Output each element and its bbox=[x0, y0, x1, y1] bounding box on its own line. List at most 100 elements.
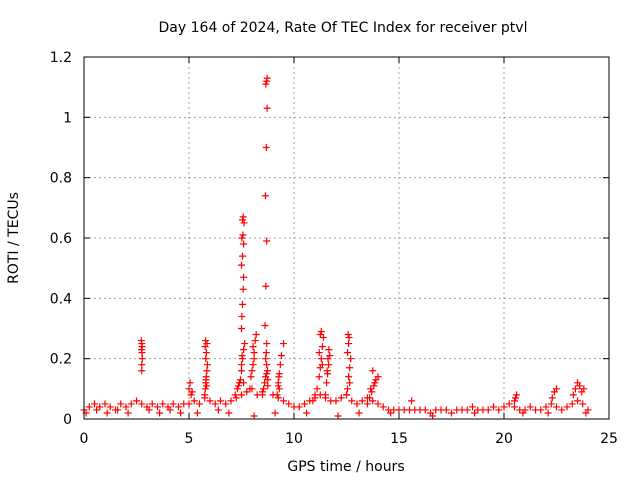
y-tick-label: 1 bbox=[63, 110, 72, 126]
data-point bbox=[319, 334, 327, 342]
data-point bbox=[106, 403, 114, 411]
y-tick-label: 0.6 bbox=[50, 231, 72, 247]
data-point bbox=[316, 331, 324, 339]
data-point bbox=[358, 397, 366, 405]
data-point bbox=[484, 406, 492, 414]
data-point bbox=[469, 403, 476, 411]
data-point bbox=[325, 361, 333, 369]
data-point bbox=[222, 400, 230, 408]
data-point bbox=[264, 376, 272, 384]
data-point bbox=[217, 397, 224, 405]
data-point bbox=[250, 355, 258, 363]
data-point bbox=[236, 376, 244, 384]
data-point bbox=[252, 331, 260, 339]
data-point bbox=[274, 379, 282, 387]
data-point bbox=[495, 406, 503, 414]
data-point bbox=[214, 406, 222, 414]
x-tick-label: 5 bbox=[185, 431, 194, 447]
y-axis-title: ROTI / TECUs bbox=[6, 192, 22, 284]
data-point bbox=[203, 367, 211, 375]
data-point bbox=[262, 282, 270, 290]
data-point bbox=[264, 382, 272, 390]
data-point bbox=[234, 382, 242, 390]
data-point bbox=[175, 403, 182, 411]
axis-ticks bbox=[83, 56, 610, 420]
data-point bbox=[238, 361, 245, 369]
data-point bbox=[429, 412, 437, 420]
data-point bbox=[505, 400, 513, 408]
y-tick-labels: 0 0.2 0.4 0.6 0.8 1 1.2 bbox=[50, 50, 72, 428]
data-point bbox=[576, 382, 584, 390]
data-point bbox=[138, 361, 146, 369]
data-point bbox=[544, 409, 552, 417]
data-point bbox=[421, 406, 429, 414]
data-point bbox=[548, 394, 556, 402]
data-point bbox=[261, 321, 269, 329]
data-point bbox=[238, 234, 246, 242]
data-point bbox=[185, 400, 193, 408]
data-point bbox=[263, 74, 271, 82]
data-point bbox=[326, 352, 334, 360]
data-point bbox=[344, 349, 352, 357]
data-point bbox=[371, 379, 379, 387]
data-point bbox=[547, 400, 555, 408]
data-point bbox=[346, 379, 354, 387]
data-point bbox=[344, 385, 352, 393]
data-point bbox=[169, 400, 177, 408]
data-point bbox=[240, 240, 248, 248]
data-point bbox=[285, 400, 293, 408]
data-point bbox=[250, 349, 258, 357]
data-point bbox=[367, 385, 375, 393]
data-point bbox=[240, 219, 248, 227]
data-point bbox=[239, 300, 247, 308]
data-point bbox=[343, 391, 350, 399]
data-point bbox=[263, 104, 271, 112]
data-point bbox=[127, 400, 135, 408]
data-point bbox=[202, 355, 210, 363]
data-point bbox=[346, 364, 354, 372]
data-point bbox=[231, 391, 239, 399]
data-point bbox=[322, 391, 329, 399]
data-point bbox=[264, 367, 272, 375]
data-point bbox=[295, 403, 303, 411]
data-point bbox=[201, 385, 209, 393]
x-tick-label: 15 bbox=[390, 431, 408, 447]
data-point bbox=[203, 361, 211, 369]
data-point bbox=[274, 394, 282, 402]
data-point bbox=[369, 367, 377, 375]
data-point bbox=[202, 376, 210, 384]
data-point bbox=[187, 391, 195, 399]
data-point bbox=[262, 80, 270, 88]
data-point bbox=[368, 388, 376, 396]
data-point bbox=[553, 403, 560, 411]
data-point bbox=[280, 340, 287, 348]
data-point bbox=[262, 144, 270, 151]
data-point bbox=[571, 385, 579, 393]
data-point bbox=[148, 400, 156, 408]
data-point bbox=[247, 373, 255, 381]
data-point bbox=[318, 343, 326, 351]
data-point bbox=[463, 406, 471, 414]
data-point bbox=[315, 373, 323, 381]
data-point bbox=[232, 394, 240, 402]
data-point bbox=[233, 385, 241, 393]
data-point bbox=[188, 388, 196, 396]
chart-title: Day 164 of 2024, Rate Of TEC Index for r… bbox=[159, 20, 528, 36]
data-point bbox=[249, 343, 257, 351]
data-point bbox=[355, 409, 363, 417]
data-point bbox=[246, 385, 254, 393]
data-point bbox=[239, 216, 247, 224]
data-point bbox=[345, 334, 353, 342]
data-point bbox=[166, 406, 174, 414]
data-point bbox=[203, 340, 211, 348]
data-point bbox=[248, 367, 256, 375]
y-tick-label: 0.4 bbox=[50, 291, 72, 307]
data-point bbox=[243, 388, 251, 396]
data-point bbox=[190, 397, 198, 405]
data-point bbox=[138, 400, 146, 408]
data-point bbox=[239, 213, 247, 221]
data-point bbox=[159, 400, 167, 408]
data-point bbox=[332, 397, 340, 405]
data-point bbox=[117, 400, 125, 408]
